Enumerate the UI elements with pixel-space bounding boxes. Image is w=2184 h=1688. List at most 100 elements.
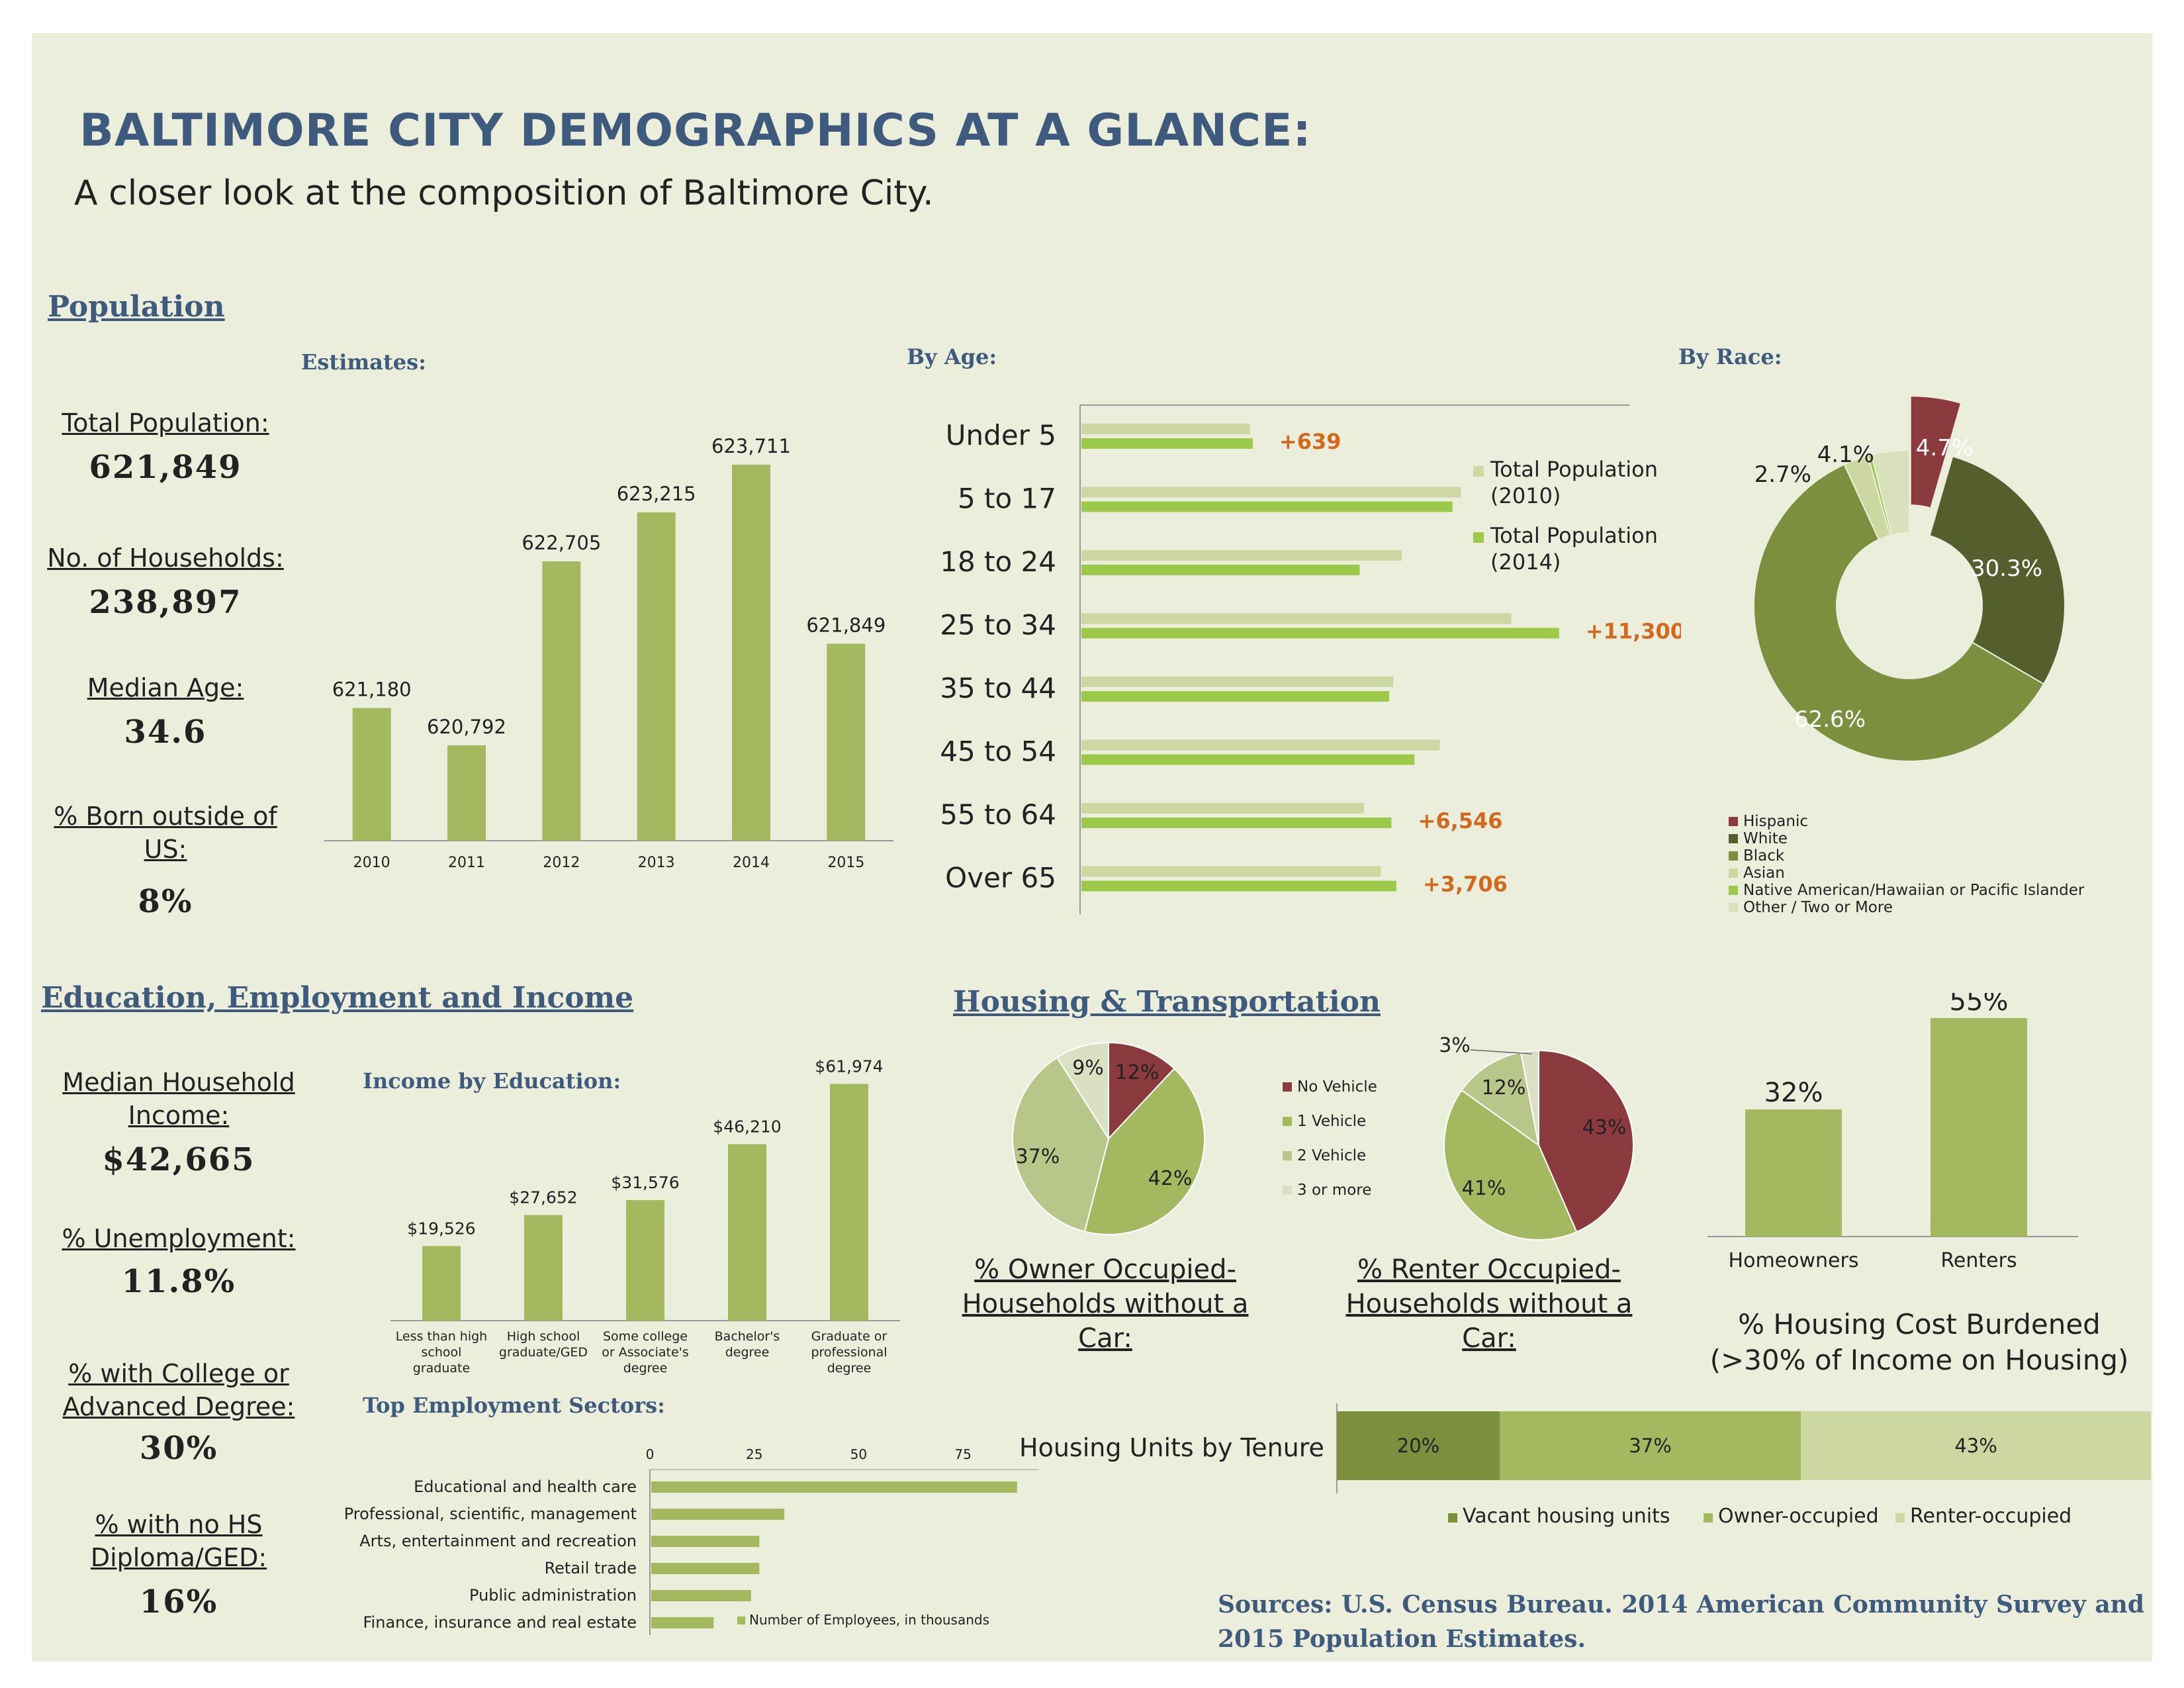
- tick-label-renters: Renters: [1940, 1249, 2017, 1272]
- unemployment-value: 11.8%: [121, 1263, 236, 1300]
- bar-2014-18-to-24: [1081, 565, 1360, 575]
- total-population-label: Total Population:: [62, 408, 269, 438]
- legend-swatch-owner-occupied: [1704, 1513, 1713, 1523]
- slice-hispanic: [1909, 395, 1962, 509]
- data-label-graduate-or-professional-degree: $61,974: [815, 1056, 883, 1076]
- category-label-55-to-64: 55 to 64: [940, 798, 1056, 831]
- legend-swatch-3-or-more: [1283, 1186, 1292, 1195]
- category-label-35-to-44: 35 to 44: [940, 672, 1056, 704]
- legend-swatch: [737, 1617, 745, 1624]
- slice-white: [1929, 455, 2066, 685]
- by-age-title: By Age:: [907, 344, 997, 369]
- bar-2010-under-5: [1081, 424, 1250, 434]
- bar-2012: [542, 561, 581, 841]
- burden-caption: % Housing Cost Burdened (>30% of Income …: [1709, 1308, 2129, 1376]
- legend-label-2-vehicle: 2 Vehicle: [1297, 1147, 1366, 1164]
- slice-black: [1753, 463, 2045, 762]
- bar-high-school-graduate-ged: [524, 1215, 563, 1321]
- college-degree-label: % with College or Advanced Degree:: [62, 1359, 295, 1421]
- employment-sectors-chart: 0 25 50 75 Educational and health care Profes…: [344, 1446, 1039, 1635]
- bar-arts-entertainment-and-recreation: [651, 1536, 760, 1547]
- infographic-panel: [32, 33, 2152, 1662]
- data-label-some-college-or-associate-s-degree: $31,576: [611, 1173, 679, 1192]
- bar-renters: [1931, 1018, 2027, 1237]
- population-section-title: Population: [48, 290, 225, 324]
- bar-2010: [352, 708, 391, 841]
- owner-vehicles-label-3-or-more: 9%: [1072, 1056, 1104, 1080]
- legend-label-asian: Asian: [1743, 865, 1785, 882]
- owner-caption: % Owner Occupied-Households without a Ca…: [962, 1254, 1249, 1354]
- tick-label-high-school-graduate-ged: High school graduate/GED: [499, 1329, 588, 1360]
- median-income-label: Median Household Income:: [62, 1068, 295, 1130]
- change-label-25-to-34: +11,300: [1586, 619, 1681, 644]
- tick-label-graduate-or-professional-degree: Graduate or professional degree: [811, 1329, 887, 1376]
- unemployment-label: % Unemployment:: [62, 1224, 296, 1253]
- tick-label-2011: 2011: [448, 855, 485, 871]
- bar-2010-25-to-34: [1081, 613, 1512, 624]
- population-estimates-chart: 621,180 2010 620,792 2011 622,705 2012 623,215…: [324, 435, 893, 871]
- bar-2011: [447, 745, 486, 841]
- change-label-over-65: +3,706: [1423, 872, 1508, 897]
- vehicle-pie-charts: 12% 42% 37% 9% 43% 41% 12% 3% No Vehicle 1 Vehicl…: [1012, 1034, 1635, 1241]
- slice-label-white: 30.3%: [1971, 555, 2042, 582]
- bar-professional-scientific-management: [651, 1509, 785, 1520]
- median-age-value: 34.6: [124, 714, 207, 751]
- legend-swatch-other-two-or-more: [1729, 903, 1738, 912]
- renter-vehicles-slice-no-vehicle: [1538, 1049, 1635, 1233]
- data-label-bachelor-s-degree: $46,210: [713, 1117, 781, 1136]
- renter-caption: % Renter Occupied-Households without a C…: [1345, 1254, 1633, 1354]
- by-race-title: By Race:: [1678, 344, 1782, 369]
- data-label-2013: 623,215: [617, 483, 696, 505]
- no-diploma-label: % with no HS Diploma/GED:: [90, 1510, 267, 1572]
- segment-label-owner-occupied: 37%: [1629, 1434, 1671, 1457]
- households-label: No. of Households:: [47, 543, 284, 573]
- median-income-value: $42,665: [102, 1141, 255, 1178]
- legend-swatch-2014: [1473, 532, 1484, 543]
- population-by-age-chart: Under 5 +639 5 to 17 18 to 24 25 to 34 +11,30…: [940, 404, 1681, 914]
- category-label-public-administration: Public administration: [469, 1586, 637, 1605]
- income-by-education-title: Income by Education:: [363, 1068, 621, 1094]
- bar-some-college-or-associate-s-degree: [626, 1199, 664, 1321]
- bar-educational-and-health-care: [651, 1481, 1017, 1493]
- category-label-5-to-17: 5 to 17: [958, 483, 1056, 515]
- bar-2014-35-to-44: [1081, 691, 1390, 702]
- households-value: 238,897: [89, 584, 242, 621]
- population-by-race-chart: 4.7% 30.3% 62.6% 2.7%4.1% HispanicWhiteBlack…: [1729, 395, 2085, 916]
- no-diploma-value: 16%: [139, 1583, 218, 1620]
- tick-label-2014: 2014: [733, 855, 770, 871]
- median-age-label: Median Age:: [87, 673, 244, 702]
- segment-renter-occupied: [1801, 1411, 2151, 1480]
- category-label-professional-scientific-management: Professional, scientific, management: [344, 1505, 637, 1523]
- owner-vehicles-label-no-vehicle: 12%: [1115, 1061, 1160, 1084]
- renter-vehicles-label-no-vehicle: 43%: [1582, 1116, 1627, 1139]
- slice-other-two-or-more: [1870, 449, 1910, 536]
- data-label-2012: 622,705: [522, 532, 601, 554]
- change-label-55-to-64: +6,546: [1418, 808, 1503, 833]
- legend-label-white: White: [1743, 830, 1788, 847]
- slice-label-other-two-or-more: 4.1%: [1817, 442, 1874, 468]
- legend-label-1-vehicle: 1 Vehicle: [1297, 1113, 1366, 1130]
- data-label-2015: 621,849: [806, 614, 886, 636]
- legend-swatch-renter-occupied: [1895, 1513, 1905, 1523]
- change-label-under-5: +639: [1279, 429, 1342, 454]
- income-by-education-chart: $19,526 Less than high school graduate $27,6…: [390, 1056, 900, 1376]
- tick-label-25: 25: [746, 1446, 762, 1462]
- housing-section-title: Housing & Transportation: [953, 985, 1381, 1019]
- housing-cost-burden-chart: 32% Homeowners 55% Renters: [1707, 993, 2078, 1272]
- legend-label: Number of Employees, in thousands: [749, 1612, 989, 1628]
- tick-label-2012: 2012: [543, 855, 580, 871]
- legend-label-other-two-or-more: Other / Two or More: [1743, 899, 1893, 916]
- segment-label-renter-occupied: 43%: [1954, 1434, 1997, 1457]
- data-label-2011: 620,792: [427, 716, 506, 738]
- bar-2015: [827, 643, 866, 841]
- education-section-title: Education, Employment and Income: [41, 981, 634, 1015]
- tick-label-less-than-high-school-graduate: Less than high school graduate: [396, 1329, 487, 1376]
- legend-label-renter-occupied: Renter-occupied: [1910, 1505, 2071, 1528]
- bar-homeowners: [1745, 1109, 1842, 1237]
- legend-swatch-2010: [1473, 466, 1484, 477]
- tick-label-some-college-or-associate-s-degree: Some college or Associate's degree: [602, 1329, 689, 1376]
- legend-label-3-or-more: 3 or more: [1297, 1182, 1371, 1199]
- owner-vehicles-slice-1-vehicle: [1083, 1067, 1205, 1235]
- legend-swatch-black: [1729, 851, 1738, 861]
- slice-label-asian: 2.7%: [1754, 461, 1811, 488]
